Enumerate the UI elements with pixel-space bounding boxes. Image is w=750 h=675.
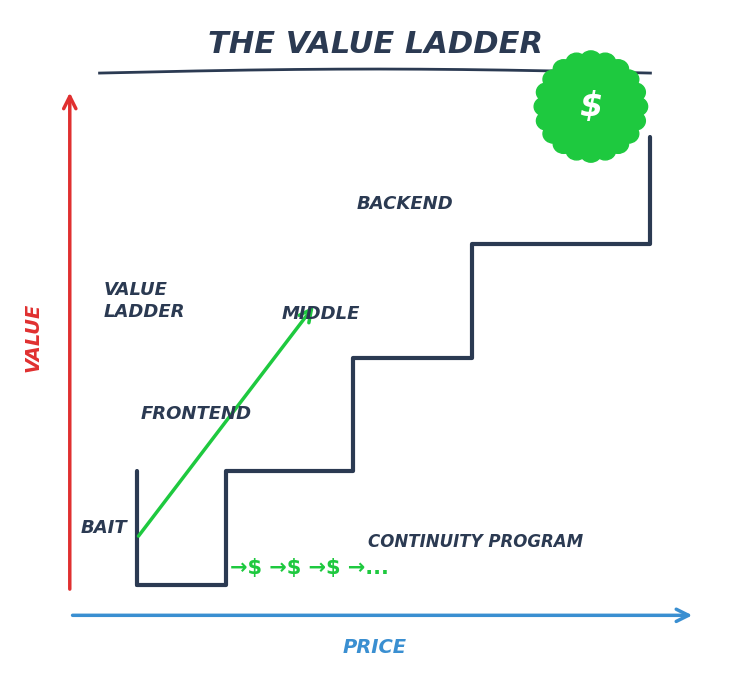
Circle shape	[595, 53, 616, 72]
Circle shape	[580, 51, 602, 70]
Circle shape	[536, 111, 557, 130]
Text: BACKEND: BACKEND	[356, 194, 453, 213]
Text: →$ →$ →$ →...: →$ →$ →$ →...	[230, 558, 388, 578]
Text: PRICE: PRICE	[343, 639, 407, 657]
Text: BAIT: BAIT	[81, 519, 128, 537]
Circle shape	[536, 83, 557, 102]
Circle shape	[625, 83, 645, 102]
Circle shape	[554, 60, 574, 78]
Circle shape	[566, 141, 587, 160]
Circle shape	[618, 70, 639, 88]
Circle shape	[543, 124, 564, 143]
Circle shape	[566, 53, 587, 72]
Text: CONTINUITY PROGRAM: CONTINUITY PROGRAM	[368, 533, 583, 551]
Circle shape	[618, 124, 639, 143]
Circle shape	[548, 68, 634, 145]
Text: THE VALUE LADDER: THE VALUE LADDER	[208, 30, 542, 59]
Text: $: $	[579, 90, 602, 123]
Circle shape	[627, 97, 647, 116]
Circle shape	[608, 134, 628, 153]
Circle shape	[608, 60, 628, 78]
Text: MIDDLE: MIDDLE	[282, 305, 360, 323]
Text: FRONTEND: FRONTEND	[140, 406, 251, 423]
Circle shape	[534, 97, 555, 116]
Circle shape	[580, 143, 602, 162]
Circle shape	[543, 70, 564, 88]
Text: VALUE: VALUE	[23, 303, 42, 372]
Circle shape	[625, 111, 645, 130]
Circle shape	[554, 134, 574, 153]
Text: VALUE
LADDER: VALUE LADDER	[104, 281, 184, 321]
Circle shape	[595, 141, 616, 160]
